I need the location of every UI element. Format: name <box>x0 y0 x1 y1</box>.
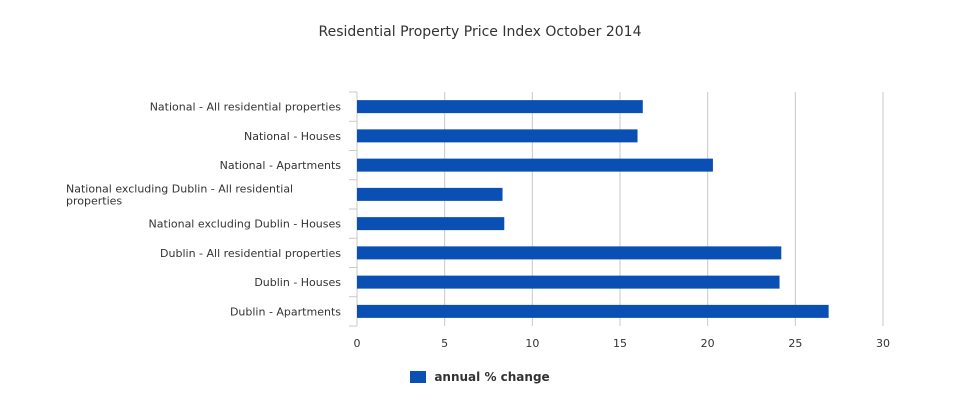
category-label: National - Apartments <box>220 159 342 172</box>
bar[interactable] <box>357 100 643 114</box>
bar-layer <box>357 100 829 318</box>
x-tick-label: 0 <box>354 337 361 350</box>
x-tick-label: 5 <box>441 337 448 350</box>
legend[interactable]: annual % change <box>0 370 960 384</box>
category-labels: National - All residential properties Nat… <box>66 101 341 319</box>
category-label: National excluding Dublin - Houses <box>149 218 342 231</box>
x-tick-label: 20 <box>701 337 715 350</box>
grid-layer <box>349 91 884 327</box>
x-tick-labels: 0 5 10 15 20 25 30 <box>354 337 891 350</box>
category-label: National - All residential properties <box>150 101 342 114</box>
category-label: Dublin - Apartments <box>230 305 341 318</box>
chart-title: Residential Property Price Index October… <box>318 24 642 40</box>
bar[interactable] <box>357 246 782 260</box>
x-tick-label: 25 <box>788 337 802 350</box>
bar[interactable] <box>357 217 505 231</box>
bar[interactable] <box>357 187 503 201</box>
x-tick-label: 10 <box>525 337 539 350</box>
bar[interactable] <box>357 275 780 289</box>
legend-swatch <box>410 371 427 383</box>
category-label: Dublin - Houses <box>254 276 341 289</box>
bar[interactable] <box>357 158 713 172</box>
category-label: National excluding Dublin - All resident… <box>66 182 293 207</box>
legend-label: annual % change <box>434 370 550 384</box>
bar[interactable] <box>357 304 829 318</box>
x-tick-label: 30 <box>876 337 890 350</box>
bar[interactable] <box>357 129 638 143</box>
category-label: Dublin - All residential properties <box>160 247 341 260</box>
category-label: National - Houses <box>244 130 341 143</box>
x-tick-label: 15 <box>613 337 627 350</box>
